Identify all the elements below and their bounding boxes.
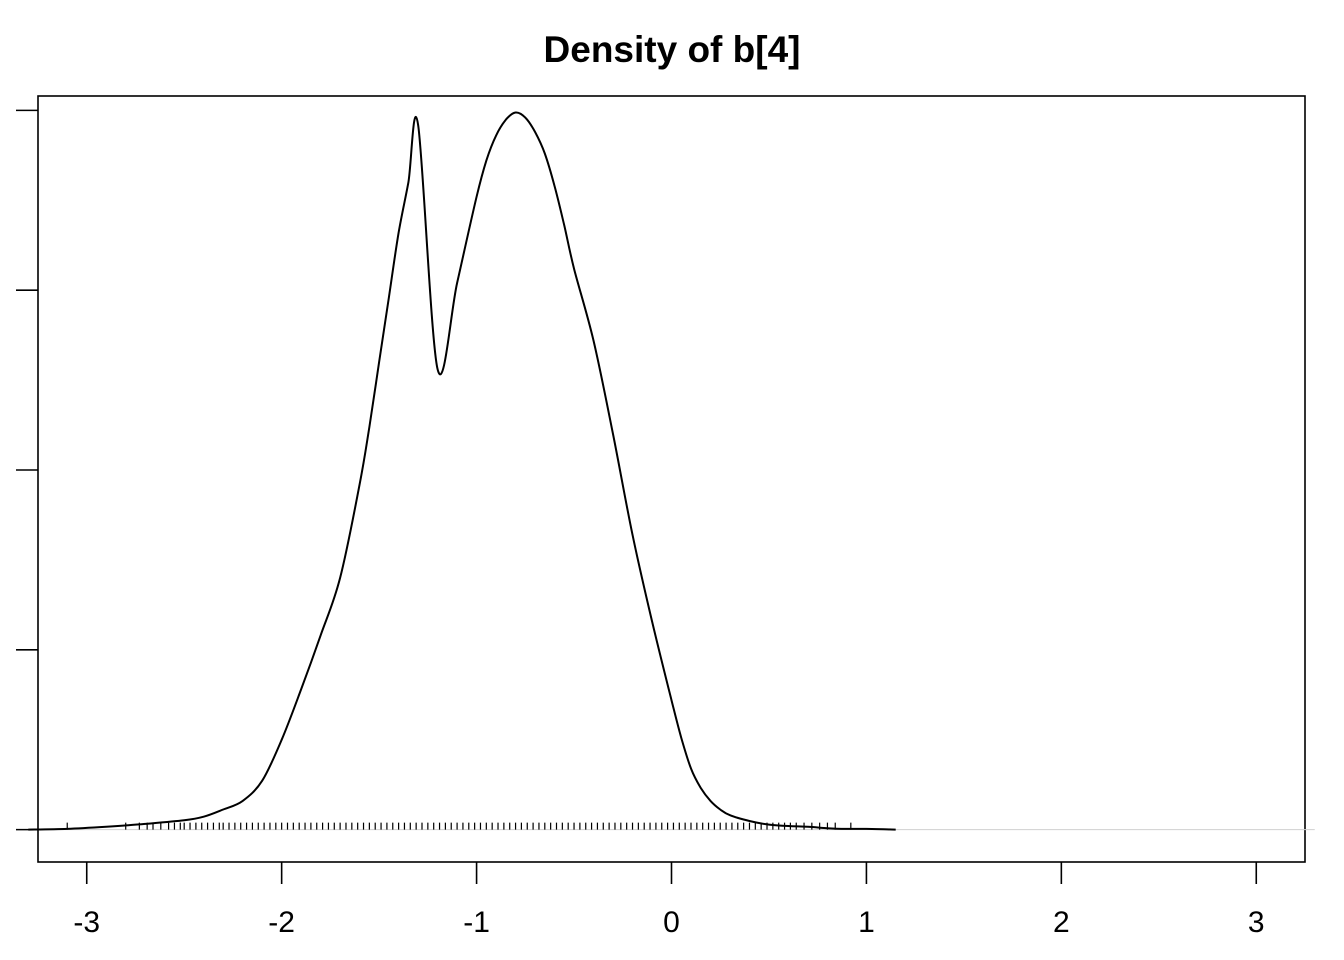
- x-tick-label: -3: [73, 906, 100, 939]
- y-axis: [16, 109, 38, 831]
- plot-frame: [37, 95, 1306, 863]
- x-tick-label: 1: [858, 906, 875, 939]
- chart-title: Density of b[4]: [544, 29, 801, 70]
- x-tick-label: -2: [268, 906, 295, 939]
- rug-marks: [66, 822, 852, 830]
- x-tick-label: 2: [1053, 906, 1070, 939]
- density-line: [28, 111, 896, 831]
- x-tick-label: 3: [1248, 906, 1265, 939]
- x-axis: -3 -2 -1 0 1 2 3: [73, 862, 1265, 939]
- x-tick-label: -1: [463, 906, 490, 939]
- x-tick-label: 0: [663, 906, 680, 939]
